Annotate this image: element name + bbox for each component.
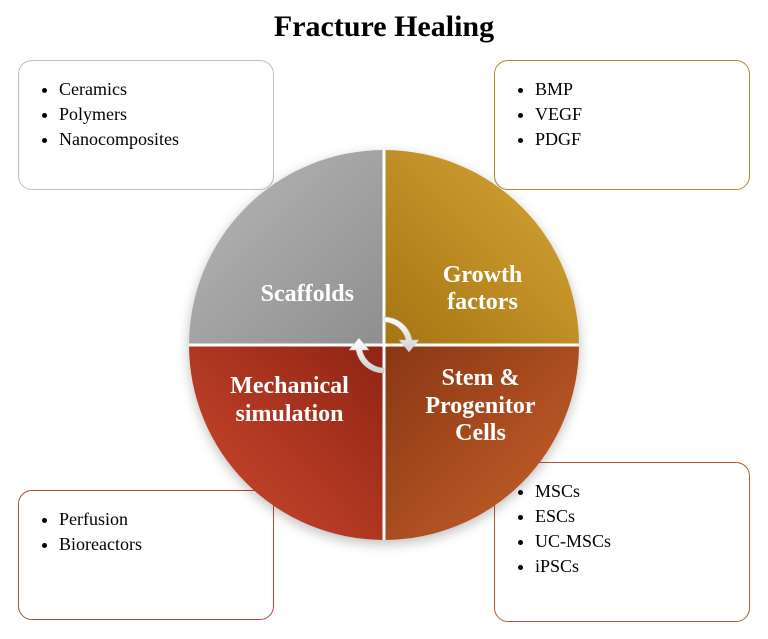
quadrant-label: Scaffolds <box>261 281 354 309</box>
quadrant-label: Stem & Progenitor Cells <box>410 365 551 448</box>
list-item: Polymers <box>59 104 255 125</box>
pie-chart: Scaffolds Growth factors Mechanical simu… <box>189 150 579 540</box>
quadrant-label: Growth factors <box>414 262 551 317</box>
list-item: Nanocomposites <box>59 129 255 150</box>
list-item: BMP <box>535 79 731 100</box>
list-item: iPSCs <box>535 556 731 577</box>
cycle-arrows-icon <box>349 310 419 380</box>
list-item: PDGF <box>535 129 731 150</box>
quadrant-label: Mechanical simulation <box>217 373 362 428</box>
page-title: Fracture Healing <box>0 0 768 44</box>
list-item: Ceramics <box>59 79 255 100</box>
list-item: VEGF <box>535 104 731 125</box>
